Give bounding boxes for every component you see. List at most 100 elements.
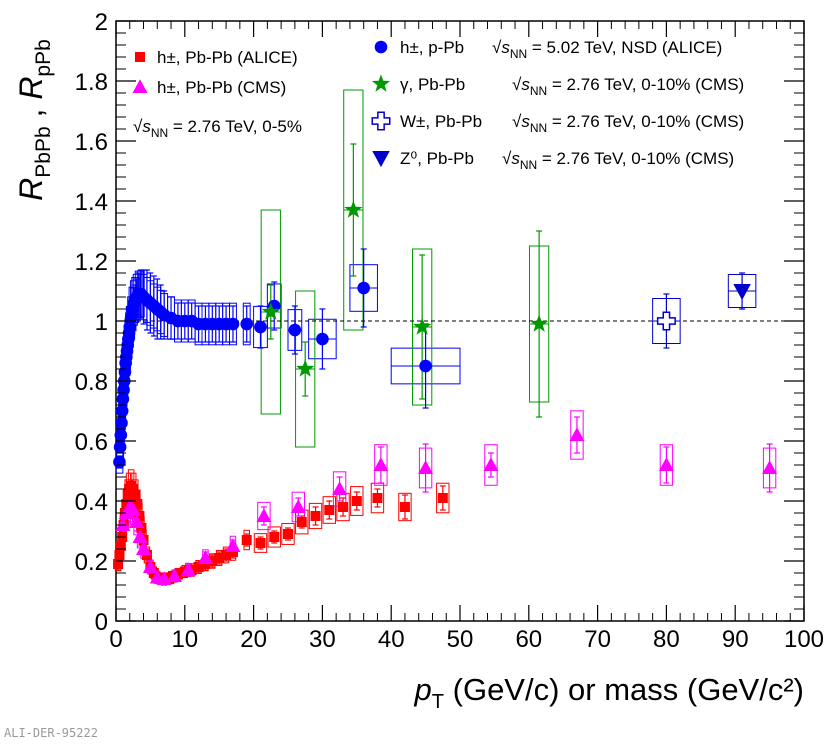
data-point-triangle xyxy=(142,559,158,573)
data-point-triangle xyxy=(256,508,272,522)
data-point-square xyxy=(255,538,266,548)
data-point-star xyxy=(296,359,315,377)
series-3-boxes xyxy=(260,89,550,448)
alice-pbpb-syst-box xyxy=(350,486,364,516)
series-1-markers xyxy=(115,427,778,585)
data-point-square xyxy=(372,493,383,503)
data-point-triangle xyxy=(129,514,145,528)
legend-label: W±, Pb-Pb xyxy=(400,112,482,131)
y-tick-label: 1.4 xyxy=(75,189,108,216)
data-point-square xyxy=(122,490,133,500)
data-point-triangle xyxy=(132,529,148,543)
data-point-triangle xyxy=(225,538,241,552)
data-point-circle xyxy=(116,392,130,406)
data-point-square xyxy=(207,556,218,566)
data-point-triangle xyxy=(197,550,213,564)
data-point-square xyxy=(296,517,307,527)
y-tick-label: 0.2 xyxy=(75,549,108,576)
data-point-square xyxy=(269,532,280,542)
data-point-triangle xyxy=(180,562,196,576)
cms-pbpb-syst-box xyxy=(257,501,271,531)
alice-pbpb-syst-box xyxy=(398,492,412,522)
legend-label: h±, Pb-Pb (ALICE) xyxy=(157,48,298,67)
x-tick-label: 0 xyxy=(109,626,122,653)
x-tick-label: 50 xyxy=(447,626,474,653)
legend: h±, Pb-Pb (ALICE) h±, Pb-Pb (CMS) h±, p-Pb… xyxy=(132,38,744,172)
legend-marker xyxy=(371,74,391,92)
data-point-down-triangle xyxy=(733,284,751,301)
legend-energy: √sNN = 2.76 TeV, 0-10% (CMS) xyxy=(502,149,734,172)
series-4-markers xyxy=(656,311,676,331)
legend-label: h±, Pb-Pb (CMS) xyxy=(157,78,286,97)
data-point-square xyxy=(437,493,448,503)
alice-pbpb-syst-box xyxy=(436,482,450,514)
data-point-circle xyxy=(114,428,128,442)
data-point-square xyxy=(310,511,321,521)
data-point-triangle xyxy=(115,517,131,531)
data-point-triangle xyxy=(658,457,674,471)
data-point-star xyxy=(261,302,280,320)
data-point-star xyxy=(413,317,432,335)
data-point-square xyxy=(114,550,125,560)
legend-marker xyxy=(371,111,391,131)
series-3-markers xyxy=(261,200,549,377)
x-tick-label: 40 xyxy=(378,626,405,653)
error-bars xyxy=(115,143,773,586)
data-point-circle xyxy=(113,440,127,454)
data-point-circle xyxy=(240,317,254,331)
data-point-circle xyxy=(115,404,129,418)
y-tick-label: 1 xyxy=(95,309,108,336)
series-3-errors xyxy=(261,143,549,418)
data-point-triangle xyxy=(569,427,585,441)
y-tick-label: 0.8 xyxy=(75,369,108,396)
x-tick-label: 100 xyxy=(784,626,824,653)
alice-pbpb-syst-box xyxy=(267,526,281,548)
data-point-triangle xyxy=(483,457,499,471)
data-point-square xyxy=(214,553,225,563)
data-point-square xyxy=(130,490,141,500)
x-tick-label: 70 xyxy=(584,626,611,653)
y-tick-label: 1.2 xyxy=(75,249,108,276)
legend-marker xyxy=(135,52,145,62)
y-axis-label: RPbPb , RpPb xyxy=(13,39,55,201)
data-point-circle xyxy=(419,359,432,373)
x-tick-label: 20 xyxy=(240,626,267,653)
data-point-circle xyxy=(226,317,240,331)
data-point-triangle xyxy=(373,457,389,471)
y-tick-label: 0 xyxy=(95,609,108,636)
data-point-triangle xyxy=(166,568,182,582)
series-2-markers xyxy=(113,281,432,469)
data-point-triangle xyxy=(418,460,434,474)
data-point-square xyxy=(221,550,232,560)
series-2-errors xyxy=(116,248,460,469)
data-point-circle xyxy=(316,332,329,346)
figure-id: ALI-DER-95222 xyxy=(4,726,98,740)
data-point-square xyxy=(324,505,335,515)
data-point-triangle xyxy=(136,541,152,555)
legend-marker xyxy=(372,151,390,168)
data-point-square xyxy=(399,502,410,512)
y-tick-label: 0.4 xyxy=(75,489,108,516)
alice-pbpb-syst-box xyxy=(322,496,336,524)
data-point-triangle xyxy=(290,499,306,513)
alice-pbpb-syst-box xyxy=(281,523,295,545)
x-tick-label: 90 xyxy=(722,626,749,653)
data-point-circle xyxy=(254,320,267,334)
data-point-square xyxy=(128,484,139,494)
data-point-square xyxy=(241,535,252,545)
data-point-triangle xyxy=(762,460,778,474)
data-point-circle xyxy=(115,416,128,430)
data-point-square xyxy=(193,562,204,572)
alice-pbpb-syst-box xyxy=(253,533,268,553)
data-point-square xyxy=(351,496,362,506)
x-tick-label: 80 xyxy=(653,626,680,653)
data-point-square xyxy=(113,559,124,569)
legend-energy: √sNN = 5.02 TeV, NSD (ALICE) xyxy=(492,38,722,61)
legend-label: Z⁰, Pb-Pb xyxy=(400,149,474,168)
data-markers xyxy=(113,200,778,585)
x-axis-label: pT (GeV/c) or mass (GeV/c²) xyxy=(414,672,804,713)
y-tick-label: 2 xyxy=(95,9,108,36)
data-point-square xyxy=(338,502,349,512)
cms-pbpb-syst-box xyxy=(484,444,498,486)
